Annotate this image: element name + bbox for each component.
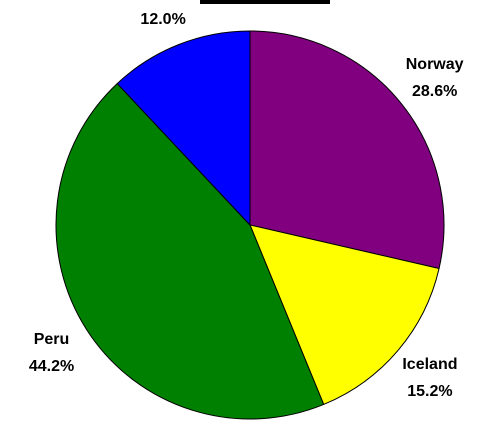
pie-slice [55,82,325,420]
slice-label: Norway [406,56,464,73]
slice-value-label: 12.0% [140,11,185,28]
pie-slice [249,224,440,406]
pie-slice [249,30,445,270]
slice-label: UK [152,0,176,1]
slice-label: Peru [34,331,70,348]
slice-value-label: 28.6% [412,83,457,100]
title-bar [200,0,330,4]
pie-slice [116,30,251,227]
slice-value-label: 15.2% [407,383,452,400]
slice-value-label: 44.2% [29,358,74,375]
slice-label: Iceland [402,356,457,373]
